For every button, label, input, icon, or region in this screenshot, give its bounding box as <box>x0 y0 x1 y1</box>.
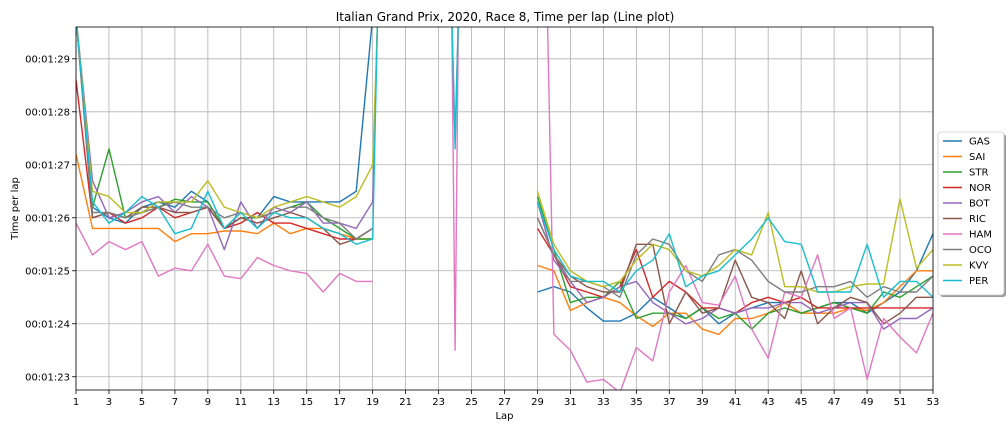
legend-entry: STR <box>969 168 988 179</box>
legend: GAS SAI STR NOR BOT RIC HAM OCO KVY PER <box>937 131 1006 297</box>
x-tick-label: 43 <box>762 397 775 408</box>
x-tick-label: 45 <box>795 397 808 408</box>
plot-area <box>76 27 933 390</box>
legend-entry: HAM <box>969 230 992 241</box>
x-tick-label: 31 <box>564 397 577 408</box>
x-tick-label: 29 <box>531 397 544 408</box>
x-tick-label: 25 <box>465 397 478 408</box>
series-line-gas <box>76 27 373 230</box>
x-tick-label: 11 <box>234 397 247 408</box>
y-axis-label: Time per lap <box>10 177 21 241</box>
y-tick-label: 00:01:23 <box>25 372 70 383</box>
legend-entry: KVY <box>969 261 989 272</box>
y-tick-label: 00:01:27 <box>25 160 70 171</box>
y-tick-label: 00:01:24 <box>25 319 70 330</box>
legend-entry: NOR <box>969 183 991 194</box>
series-ham <box>76 27 933 390</box>
y-tick-label: 00:01:25 <box>25 266 70 277</box>
x-tick-label: 1 <box>73 397 79 408</box>
y-axis: 00:01:23 00:01:24 00:01:25 00:01:26 00:01:27… <box>25 54 76 383</box>
legend-entry: RIC <box>969 214 986 225</box>
series-line-oco <box>76 27 374 240</box>
x-tick-label: 9 <box>205 397 211 408</box>
legend-entry: SAI <box>969 152 985 163</box>
series-line-per <box>536 201 933 298</box>
x-tick-label: 33 <box>597 397 610 408</box>
series-kvy <box>76 27 933 293</box>
y-tick-label: 00:01:28 <box>25 107 70 118</box>
legend-entry: GAS <box>969 137 990 148</box>
legend-entry: BOT <box>969 199 991 210</box>
x-tick-label: 47 <box>828 397 841 408</box>
series-line-kvy <box>76 27 378 219</box>
x-tick-label: 5 <box>139 397 145 408</box>
x-tick-label: 15 <box>300 397 313 408</box>
y-tick-label: 00:01:29 <box>25 54 70 65</box>
series-line-ric <box>536 217 933 325</box>
legend-entry: OCO <box>969 245 992 256</box>
chart-title: Italian Grand Prix, 2020, Race 8, Time p… <box>336 10 675 24</box>
x-tick-label: 7 <box>172 397 178 408</box>
x-tick-label: 19 <box>366 397 379 408</box>
x-tick-label: 49 <box>861 397 874 408</box>
x-tick-label: 35 <box>630 397 643 408</box>
x-tick-label: 13 <box>267 397 280 408</box>
series-line-str <box>76 27 373 240</box>
x-tick-label: 53 <box>927 397 940 408</box>
series-line-ham <box>546 27 933 390</box>
series-line-per <box>451 27 459 150</box>
x-axis: 1 3 5 7 9 11 13 15 17 19 21 23 25 27 29 31 33 35 37 39 41 43 4… <box>73 390 940 408</box>
series-line-kvy <box>536 191 933 293</box>
y-tick-label: 00:01:26 <box>25 213 70 224</box>
series-line-ham <box>76 222 373 293</box>
x-axis-label: Lap <box>495 411 513 422</box>
series-line-ham <box>451 27 459 351</box>
x-tick-label: 17 <box>333 397 346 408</box>
x-tick-label: 39 <box>696 397 709 408</box>
series-line-ric <box>76 27 374 246</box>
x-tick-label: 51 <box>894 397 907 408</box>
x-tick-label: 41 <box>729 397 742 408</box>
x-tick-label: 23 <box>432 397 445 408</box>
series-line-per <box>76 27 379 246</box>
x-tick-label: 37 <box>663 397 676 408</box>
x-tick-label: 3 <box>106 397 112 408</box>
x-tick-label: 21 <box>399 397 412 408</box>
x-tick-label: 27 <box>498 397 511 408</box>
series-per <box>76 27 933 298</box>
legend-entry: PER <box>969 276 988 287</box>
